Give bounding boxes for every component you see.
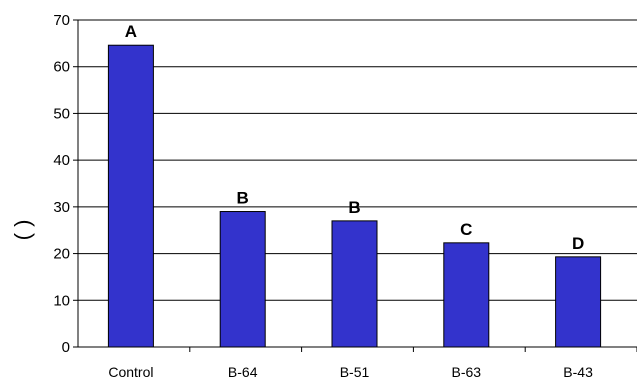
axes [73,19,637,352]
y-tick-label: 70 [53,12,70,29]
gridlines [78,19,637,301]
y-tick-label: 40 [53,152,70,169]
labels: 0 10 20 30 40 50 60 70 Control A B-64 B B-51 B B-63 C B-… [53,12,593,380]
y-tick-label: 0 [62,339,70,356]
data-label: D [572,234,584,253]
x-tick-label: B-43 [563,364,593,380]
data-label: B [348,198,360,217]
bar-control [107,44,154,348]
data-label: A [125,22,137,41]
x-tick-label: B-64 [228,364,258,380]
x-tick-label: B-63 [452,364,482,380]
y-tick-label: 30 [53,199,70,216]
x-tick-label: Control [108,364,153,380]
data-label: C [460,220,472,239]
y-tick-label: 50 [53,105,70,122]
y-tick-label: 20 [53,246,70,263]
y-tick-label: 10 [53,292,70,309]
bar-b-64 [219,211,266,348]
bar-b-43 [555,256,602,348]
bar-b-63 [443,242,490,348]
y-tick-label: 60 [53,59,70,76]
bar-b-51 [331,220,378,348]
bars [107,44,602,348]
y-axis-label: ( ) [10,220,35,241]
x-tick-label: B-51 [340,364,370,380]
data-label: B [237,189,249,208]
